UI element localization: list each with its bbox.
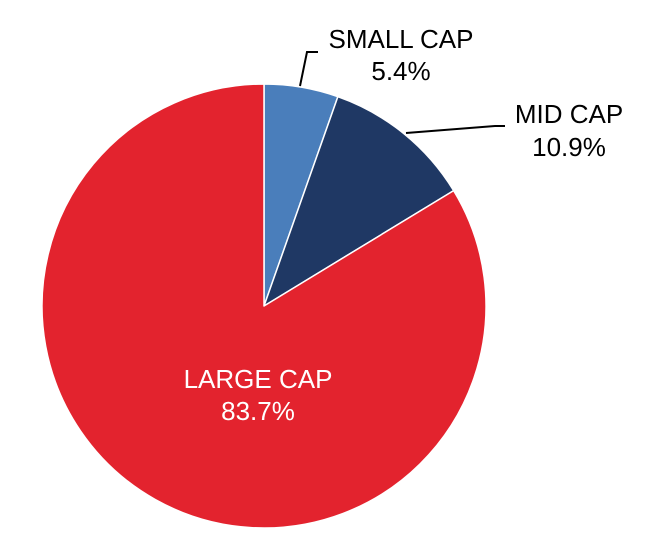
slice-value-mid-cap: 10.9% xyxy=(532,132,606,162)
leader-line-mid-cap xyxy=(405,125,505,134)
slice-value-large-cap: 83.7% xyxy=(221,396,295,426)
pie-slices xyxy=(41,83,487,529)
pie-slice-large-cap xyxy=(41,83,487,529)
slice-label-large-cap: LARGE CAP xyxy=(184,364,333,394)
slice-value-small-cap: 5.4% xyxy=(371,56,430,86)
slice-label-small-cap: SMALL CAP xyxy=(329,24,474,54)
pie-slice-mid-cap xyxy=(263,95,455,307)
leader-line-small-cap xyxy=(299,51,318,87)
leader-lines xyxy=(299,51,505,134)
slice-label-mid-cap: MID CAP xyxy=(515,99,623,129)
